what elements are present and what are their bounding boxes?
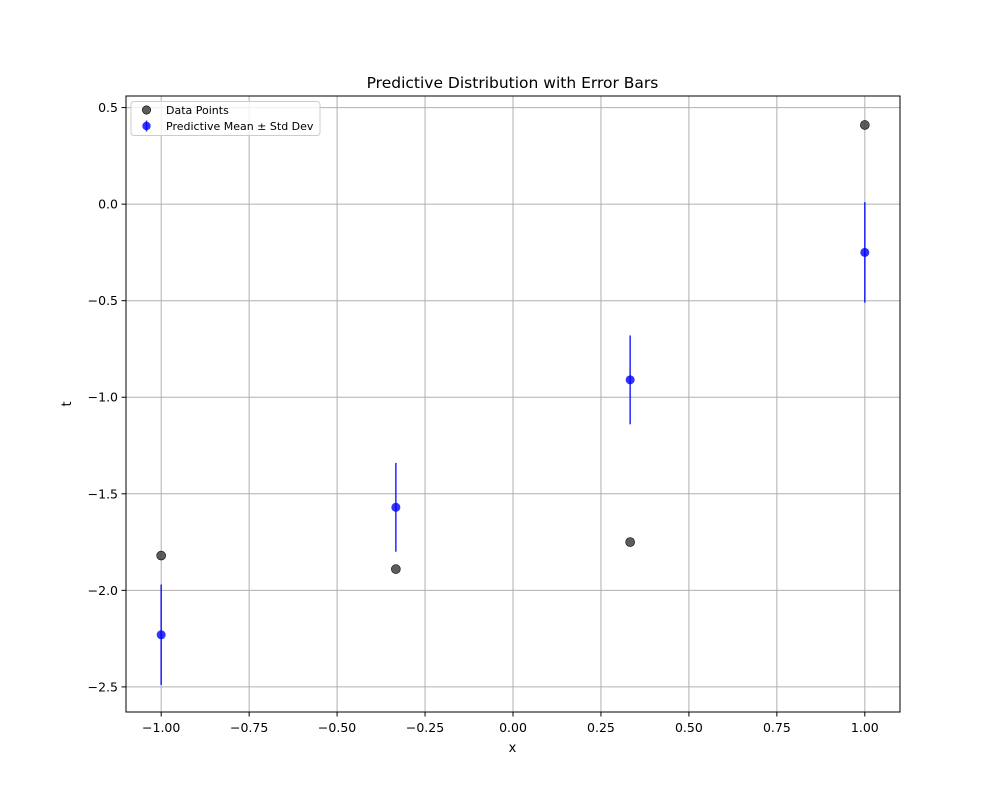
x-tick-label-0: −1.00 [142,720,180,735]
x-tick-label-4: 0.00 [499,720,527,735]
grid [126,96,900,712]
y-tick-label-6: −2.5 [88,679,118,694]
x-tick-label-8: 1.00 [851,720,879,735]
legend-box [130,101,321,136]
mean-point-1-0 [156,630,166,640]
legend: Data Points Predictive Mean ± Std Dev [130,101,321,136]
x-axis-label: x [509,741,517,756]
y-tick-label-4: −1.5 [88,486,118,501]
axes: −1.00 −0.75 −0.50 −0.25 0.00 0.25 0.50 0.75 1.00… [88,95,901,735]
legend-label-0: Data Points [166,104,229,117]
legend-marker-0 [142,105,152,115]
x-tick-label-5: 0.25 [587,720,615,735]
x-tick-label-3: −0.25 [406,720,444,735]
mean-point-1-3 [860,247,870,257]
y-tick-label-1: 0.0 [98,197,118,212]
data-point-0-2 [625,537,635,547]
data-marks [156,120,870,685]
y-axis-label: t [60,401,75,406]
x-tick-label-7: 0.75 [763,720,791,735]
data-point-0-0 [156,550,166,561]
plot-frame [125,95,901,713]
chart-title: Predictive Distribution with Error Bars [367,74,659,92]
mean-point-1-2 [625,375,635,385]
x-tick-label-2: −0.50 [318,720,356,735]
data-point-0-1 [391,564,401,574]
y-tick-label-3: −1.0 [88,390,118,405]
x-tick-label-6: 0.50 [675,720,703,735]
legend-marker-1 [142,121,151,131]
x-tick-label-1: −0.75 [230,720,268,735]
legend-label-1: Predictive Mean ± Std Dev [166,120,314,133]
y-tick-label-5: −2.0 [88,583,118,598]
data-point-0-3 [860,120,870,130]
mean-point-1-1 [391,502,401,512]
y-tick-label-0: 0.5 [98,100,118,115]
y-tick-label-2: −0.5 [88,293,118,308]
